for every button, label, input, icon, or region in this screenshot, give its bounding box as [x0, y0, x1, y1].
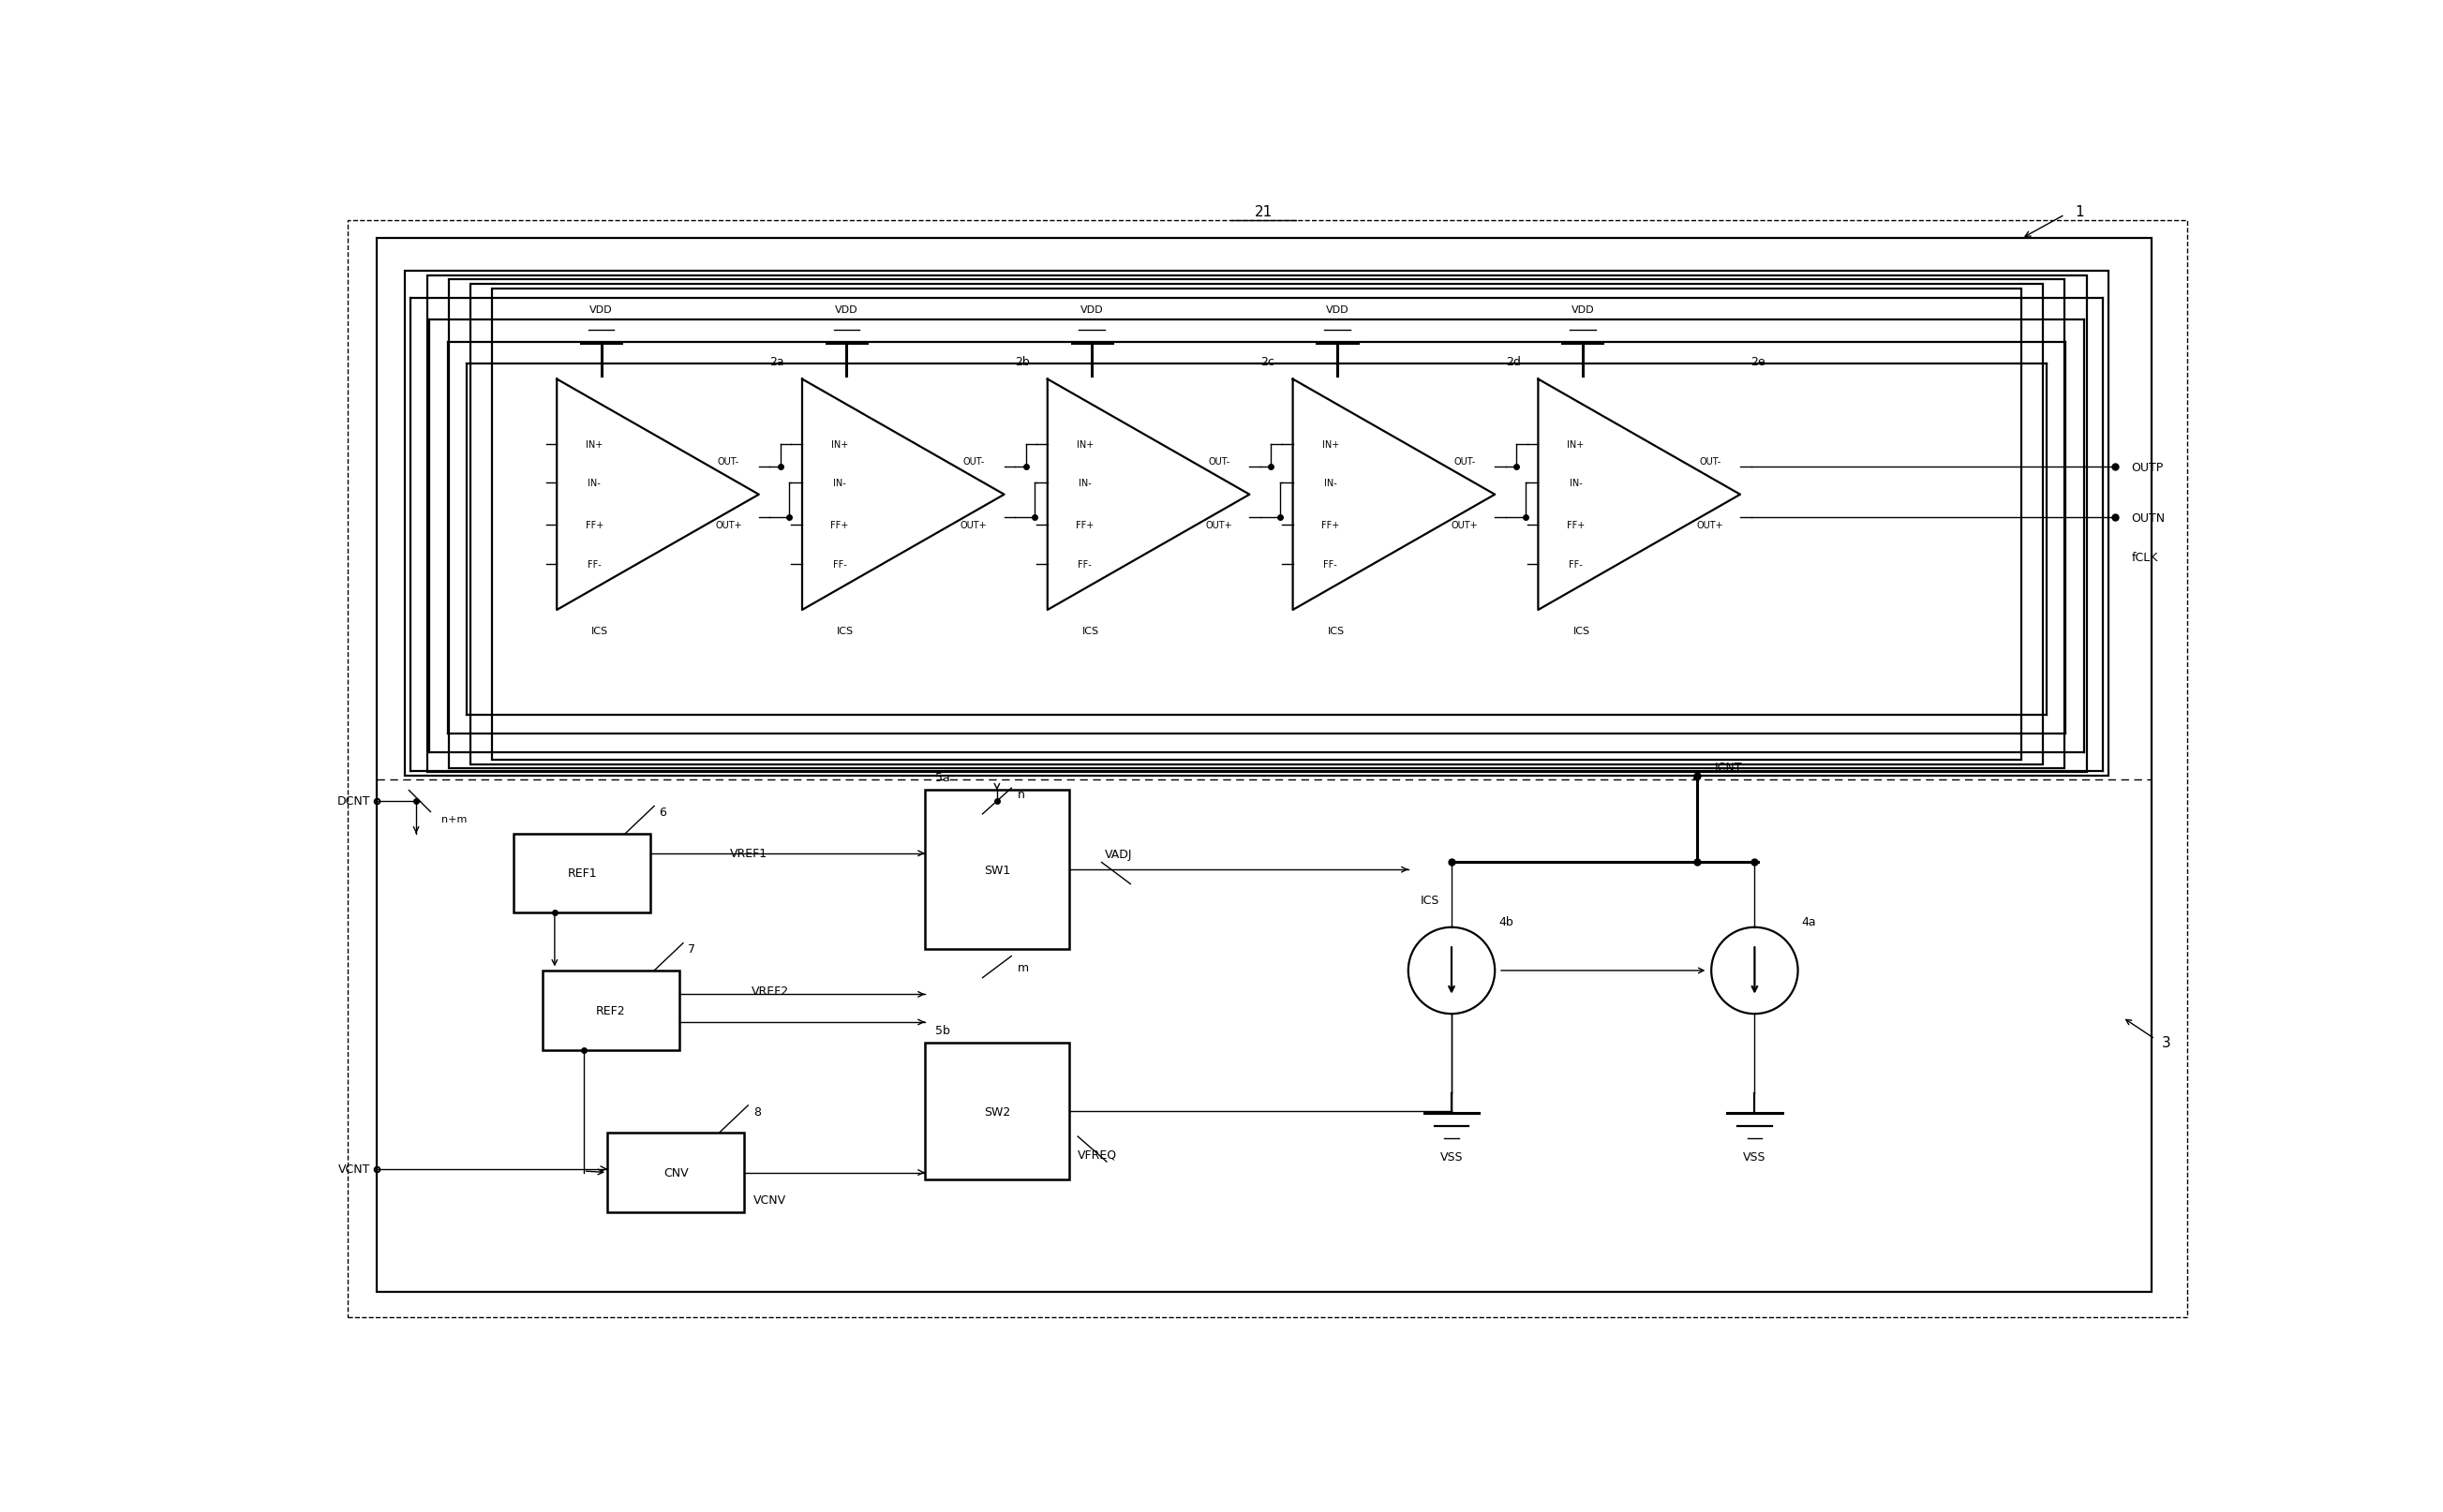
- Text: VSS: VSS: [1439, 1151, 1463, 1163]
- Text: FF+: FF+: [1322, 520, 1339, 529]
- Text: n+m: n+m: [442, 815, 467, 824]
- Text: 6: 6: [660, 806, 667, 818]
- Text: 3: 3: [2162, 1036, 2169, 1049]
- Text: 21: 21: [1256, 206, 1273, 219]
- Text: OUT-: OUT-: [1698, 457, 1720, 466]
- Text: ICS: ICS: [1419, 894, 1439, 906]
- Text: 1: 1: [2074, 206, 2084, 219]
- Text: OUT-: OUT-: [1454, 457, 1476, 466]
- Text: OUT+: OUT+: [960, 520, 987, 531]
- Text: 2b: 2b: [1014, 355, 1031, 367]
- Text: FF+: FF+: [586, 520, 603, 529]
- Text: FF-: FF-: [833, 559, 848, 569]
- Bar: [491, 289, 2023, 761]
- Text: 2a: 2a: [770, 355, 784, 367]
- Bar: [608, 1132, 745, 1213]
- Text: SW1: SW1: [985, 863, 1011, 875]
- Text: REF2: REF2: [596, 1004, 625, 1016]
- Text: OUT-: OUT-: [718, 457, 740, 466]
- Bar: [513, 833, 650, 913]
- Text: ICS: ICS: [591, 626, 608, 635]
- Text: REF1: REF1: [567, 868, 596, 880]
- Text: FF+: FF+: [831, 520, 848, 529]
- Text: IN-: IN-: [1568, 479, 1583, 488]
- Text: OUT+: OUT+: [716, 520, 743, 531]
- Text: OUT+: OUT+: [1451, 520, 1478, 531]
- Text: VDD: VDD: [1327, 305, 1349, 314]
- Text: ICS: ICS: [1573, 626, 1590, 635]
- Bar: [469, 284, 2042, 765]
- Text: 8: 8: [752, 1105, 760, 1117]
- Text: ICS: ICS: [1327, 626, 1344, 635]
- Text: FF+: FF+: [1075, 520, 1094, 529]
- Bar: [406, 272, 2108, 776]
- Text: FF+: FF+: [1566, 520, 1586, 529]
- Text: IN-: IN-: [833, 479, 845, 488]
- Text: n: n: [1016, 788, 1024, 800]
- Text: ICS: ICS: [1082, 626, 1099, 635]
- Text: 2e: 2e: [1752, 355, 1766, 367]
- Bar: [926, 791, 1070, 950]
- Text: ICS: ICS: [838, 626, 855, 635]
- Text: FF-: FF-: [1077, 559, 1092, 569]
- Text: IN+: IN+: [1566, 440, 1583, 449]
- Text: VDD: VDD: [1571, 305, 1595, 314]
- Text: SW2: SW2: [985, 1105, 1011, 1117]
- Text: FF-: FF-: [1324, 559, 1336, 569]
- Text: VCNT: VCNT: [340, 1163, 371, 1175]
- Text: 5b: 5b: [936, 1024, 950, 1036]
- Text: OUT+: OUT+: [1695, 520, 1722, 531]
- Text: OUT+: OUT+: [1207, 520, 1234, 531]
- Bar: [450, 280, 2064, 768]
- Text: VSS: VSS: [1744, 1151, 1766, 1163]
- Text: OUTN: OUTN: [2130, 513, 2164, 525]
- Text: IN+: IN+: [831, 440, 848, 449]
- Text: DCNT: DCNT: [337, 795, 371, 807]
- Text: VDD: VDD: [1080, 305, 1104, 314]
- Text: fCLK: fCLK: [2130, 552, 2157, 564]
- Text: IN-: IN-: [589, 479, 601, 488]
- Text: OUTP: OUTP: [2130, 461, 2164, 473]
- Text: VADJ: VADJ: [1104, 848, 1134, 860]
- Text: FF-: FF-: [586, 559, 601, 569]
- Text: VFREQ: VFREQ: [1077, 1149, 1116, 1161]
- Text: VREF2: VREF2: [752, 984, 789, 996]
- Bar: [428, 275, 2086, 773]
- Text: m: m: [1016, 962, 1029, 974]
- Text: ICNT: ICNT: [1715, 761, 1742, 773]
- Text: 7: 7: [689, 943, 696, 956]
- Text: IN+: IN+: [1322, 440, 1339, 449]
- Text: OUT-: OUT-: [963, 457, 985, 466]
- Text: IN-: IN-: [1077, 479, 1092, 488]
- Text: IN-: IN-: [1324, 479, 1336, 488]
- Text: IN+: IN+: [1077, 440, 1094, 449]
- Text: VREF1: VREF1: [730, 848, 767, 860]
- Text: VCNV: VCNV: [752, 1193, 787, 1205]
- Text: 5a: 5a: [936, 771, 950, 783]
- Text: 4b: 4b: [1498, 916, 1512, 928]
- Text: VDD: VDD: [589, 305, 613, 314]
- Bar: [926, 1043, 1070, 1179]
- Text: 4a: 4a: [1800, 916, 1815, 928]
- Text: CNV: CNV: [664, 1167, 689, 1179]
- Text: 2d: 2d: [1505, 355, 1520, 367]
- Text: 2c: 2c: [1261, 355, 1275, 367]
- Text: IN+: IN+: [586, 440, 603, 449]
- Text: OUT-: OUT-: [1209, 457, 1231, 466]
- Text: VDD: VDD: [836, 305, 857, 314]
- Text: FF-: FF-: [1568, 559, 1583, 569]
- Bar: [542, 971, 679, 1051]
